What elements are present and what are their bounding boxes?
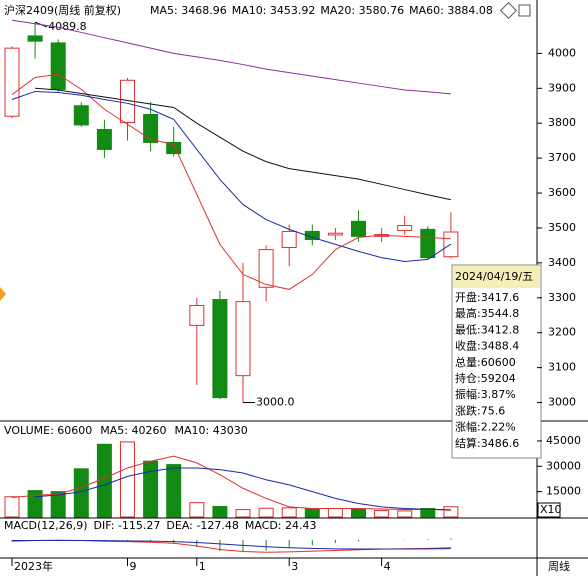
candle-body xyxy=(258,249,274,288)
y-tick-label: 3400 xyxy=(548,256,576,269)
legend-entry: DEA: -127.48 xyxy=(166,519,238,532)
icon[interactable] xyxy=(500,2,517,19)
legend-entry: MA20: 3580.76 xyxy=(320,4,404,17)
info-row: 最低:3412.8 xyxy=(455,323,519,336)
candle-body xyxy=(420,228,436,259)
info-row: 涨幅:2.22% xyxy=(455,421,516,434)
volume-bar xyxy=(351,508,366,518)
info-row: 最高:3544.8 xyxy=(455,306,519,320)
info-row: 结算:3486.6 xyxy=(455,436,519,450)
candle-body xyxy=(143,113,159,143)
info-row: 开盘:3417.6 xyxy=(455,290,519,304)
candle-body xyxy=(327,232,343,236)
volume-legend: VOLUME: 60600 xyxy=(4,424,92,437)
volume-bar xyxy=(420,508,436,518)
info-row: 振幅:3.87% xyxy=(455,387,516,401)
ma-line xyxy=(11,73,451,290)
candle-body xyxy=(27,35,43,42)
volume-bar xyxy=(235,509,251,518)
y-tick-label: 3300 xyxy=(548,291,576,304)
y-tick-label: 3200 xyxy=(548,326,576,339)
legend-entry: MA10: 43030 xyxy=(174,424,247,437)
y-tick-label: 3800 xyxy=(548,116,576,129)
volume-bar xyxy=(189,502,205,518)
legend-entry: MACD: 24.43 xyxy=(245,519,317,532)
ma-line xyxy=(35,467,451,511)
y-tick-label: 3900 xyxy=(548,81,576,94)
x-tick-label: 4 xyxy=(384,560,391,573)
candle-body xyxy=(73,105,89,126)
volume-bar xyxy=(374,510,390,518)
legend-entry: MA10: 3453.92 xyxy=(232,4,316,17)
legend-entry: DIF: -115.27 xyxy=(94,519,161,532)
y-tick-label: 3000 xyxy=(548,396,576,409)
volume-bar xyxy=(397,510,413,518)
scale-label: X10 xyxy=(540,503,562,516)
volume-bar xyxy=(50,491,66,518)
volume-bar xyxy=(212,506,228,518)
volume-bar xyxy=(443,506,459,518)
x-tick-label: 1 xyxy=(199,560,206,573)
scale-box xyxy=(537,502,561,518)
y-tick-label: 3700 xyxy=(548,151,576,164)
ma-line xyxy=(11,455,451,511)
candle-body xyxy=(50,42,66,90)
period-label: 周线 xyxy=(548,559,570,573)
high-label: 4089.8 xyxy=(48,20,87,33)
volume-bar xyxy=(4,496,20,518)
legend-entry: MA5: 3468.96 xyxy=(150,4,227,17)
x-tick-label: 9 xyxy=(130,560,137,573)
cursor-marker xyxy=(0,287,6,301)
info-row: 总量:60600 xyxy=(455,355,516,369)
info-row: 涨跌:75.6 xyxy=(455,403,505,417)
candle-body xyxy=(281,230,297,249)
candle-body xyxy=(189,304,205,326)
candle-body xyxy=(397,225,413,231)
info-row: 收盘:3488.4 xyxy=(455,339,519,353)
volume-bar xyxy=(258,507,274,518)
macd-line xyxy=(12,539,451,550)
candle-body xyxy=(166,141,182,155)
volume-bar xyxy=(120,441,135,518)
info-box: 2024/04/19/五 开盘:3417.6 最高:3544.8 最低:3412.8… xyxy=(451,264,542,459)
legend-entry: MA60: 3884.08 xyxy=(409,4,493,17)
y-tick-label: 30000 xyxy=(546,459,581,472)
volume-bar xyxy=(166,464,182,518)
ma-line xyxy=(35,87,452,201)
info-header xyxy=(453,266,540,288)
icon[interactable] xyxy=(518,4,531,17)
y-tick-label: 3100 xyxy=(548,361,576,374)
low-label: 3000.0 xyxy=(256,396,295,409)
volume-bar xyxy=(281,507,297,518)
ma-line xyxy=(11,90,452,262)
x-tick-label: 3 xyxy=(291,560,298,573)
candle-body xyxy=(351,220,366,237)
candle-body xyxy=(96,129,112,150)
macd-title: MACD(12,26,9) xyxy=(4,519,88,532)
volume-bar xyxy=(304,508,320,518)
y-tick-label: 15000 xyxy=(546,485,581,498)
y-tick-label: 3500 xyxy=(548,221,576,234)
candle-body xyxy=(235,301,251,377)
y-tick-label: 3600 xyxy=(548,186,576,199)
y-tick-label: 45000 xyxy=(546,434,581,447)
candle-body xyxy=(4,47,20,117)
volume-bar xyxy=(143,460,159,518)
y-tick-label: 4000 xyxy=(548,46,576,59)
ma-line xyxy=(11,19,451,95)
info-panel xyxy=(451,264,542,459)
volume-bar xyxy=(73,468,89,518)
legend-entry: MA5: 40260 xyxy=(100,424,166,437)
volume-bar xyxy=(27,490,43,518)
volume-bar xyxy=(96,443,112,518)
candle-body xyxy=(212,299,228,399)
x-tick-label: 2023年 xyxy=(14,559,53,573)
chart-title: 沪深2409(周线 前复权) xyxy=(4,3,121,17)
info-date: 2024/04/19/五 xyxy=(455,270,533,283)
volume-bar xyxy=(327,508,343,518)
info-row: 持仓:59204 xyxy=(455,371,516,385)
